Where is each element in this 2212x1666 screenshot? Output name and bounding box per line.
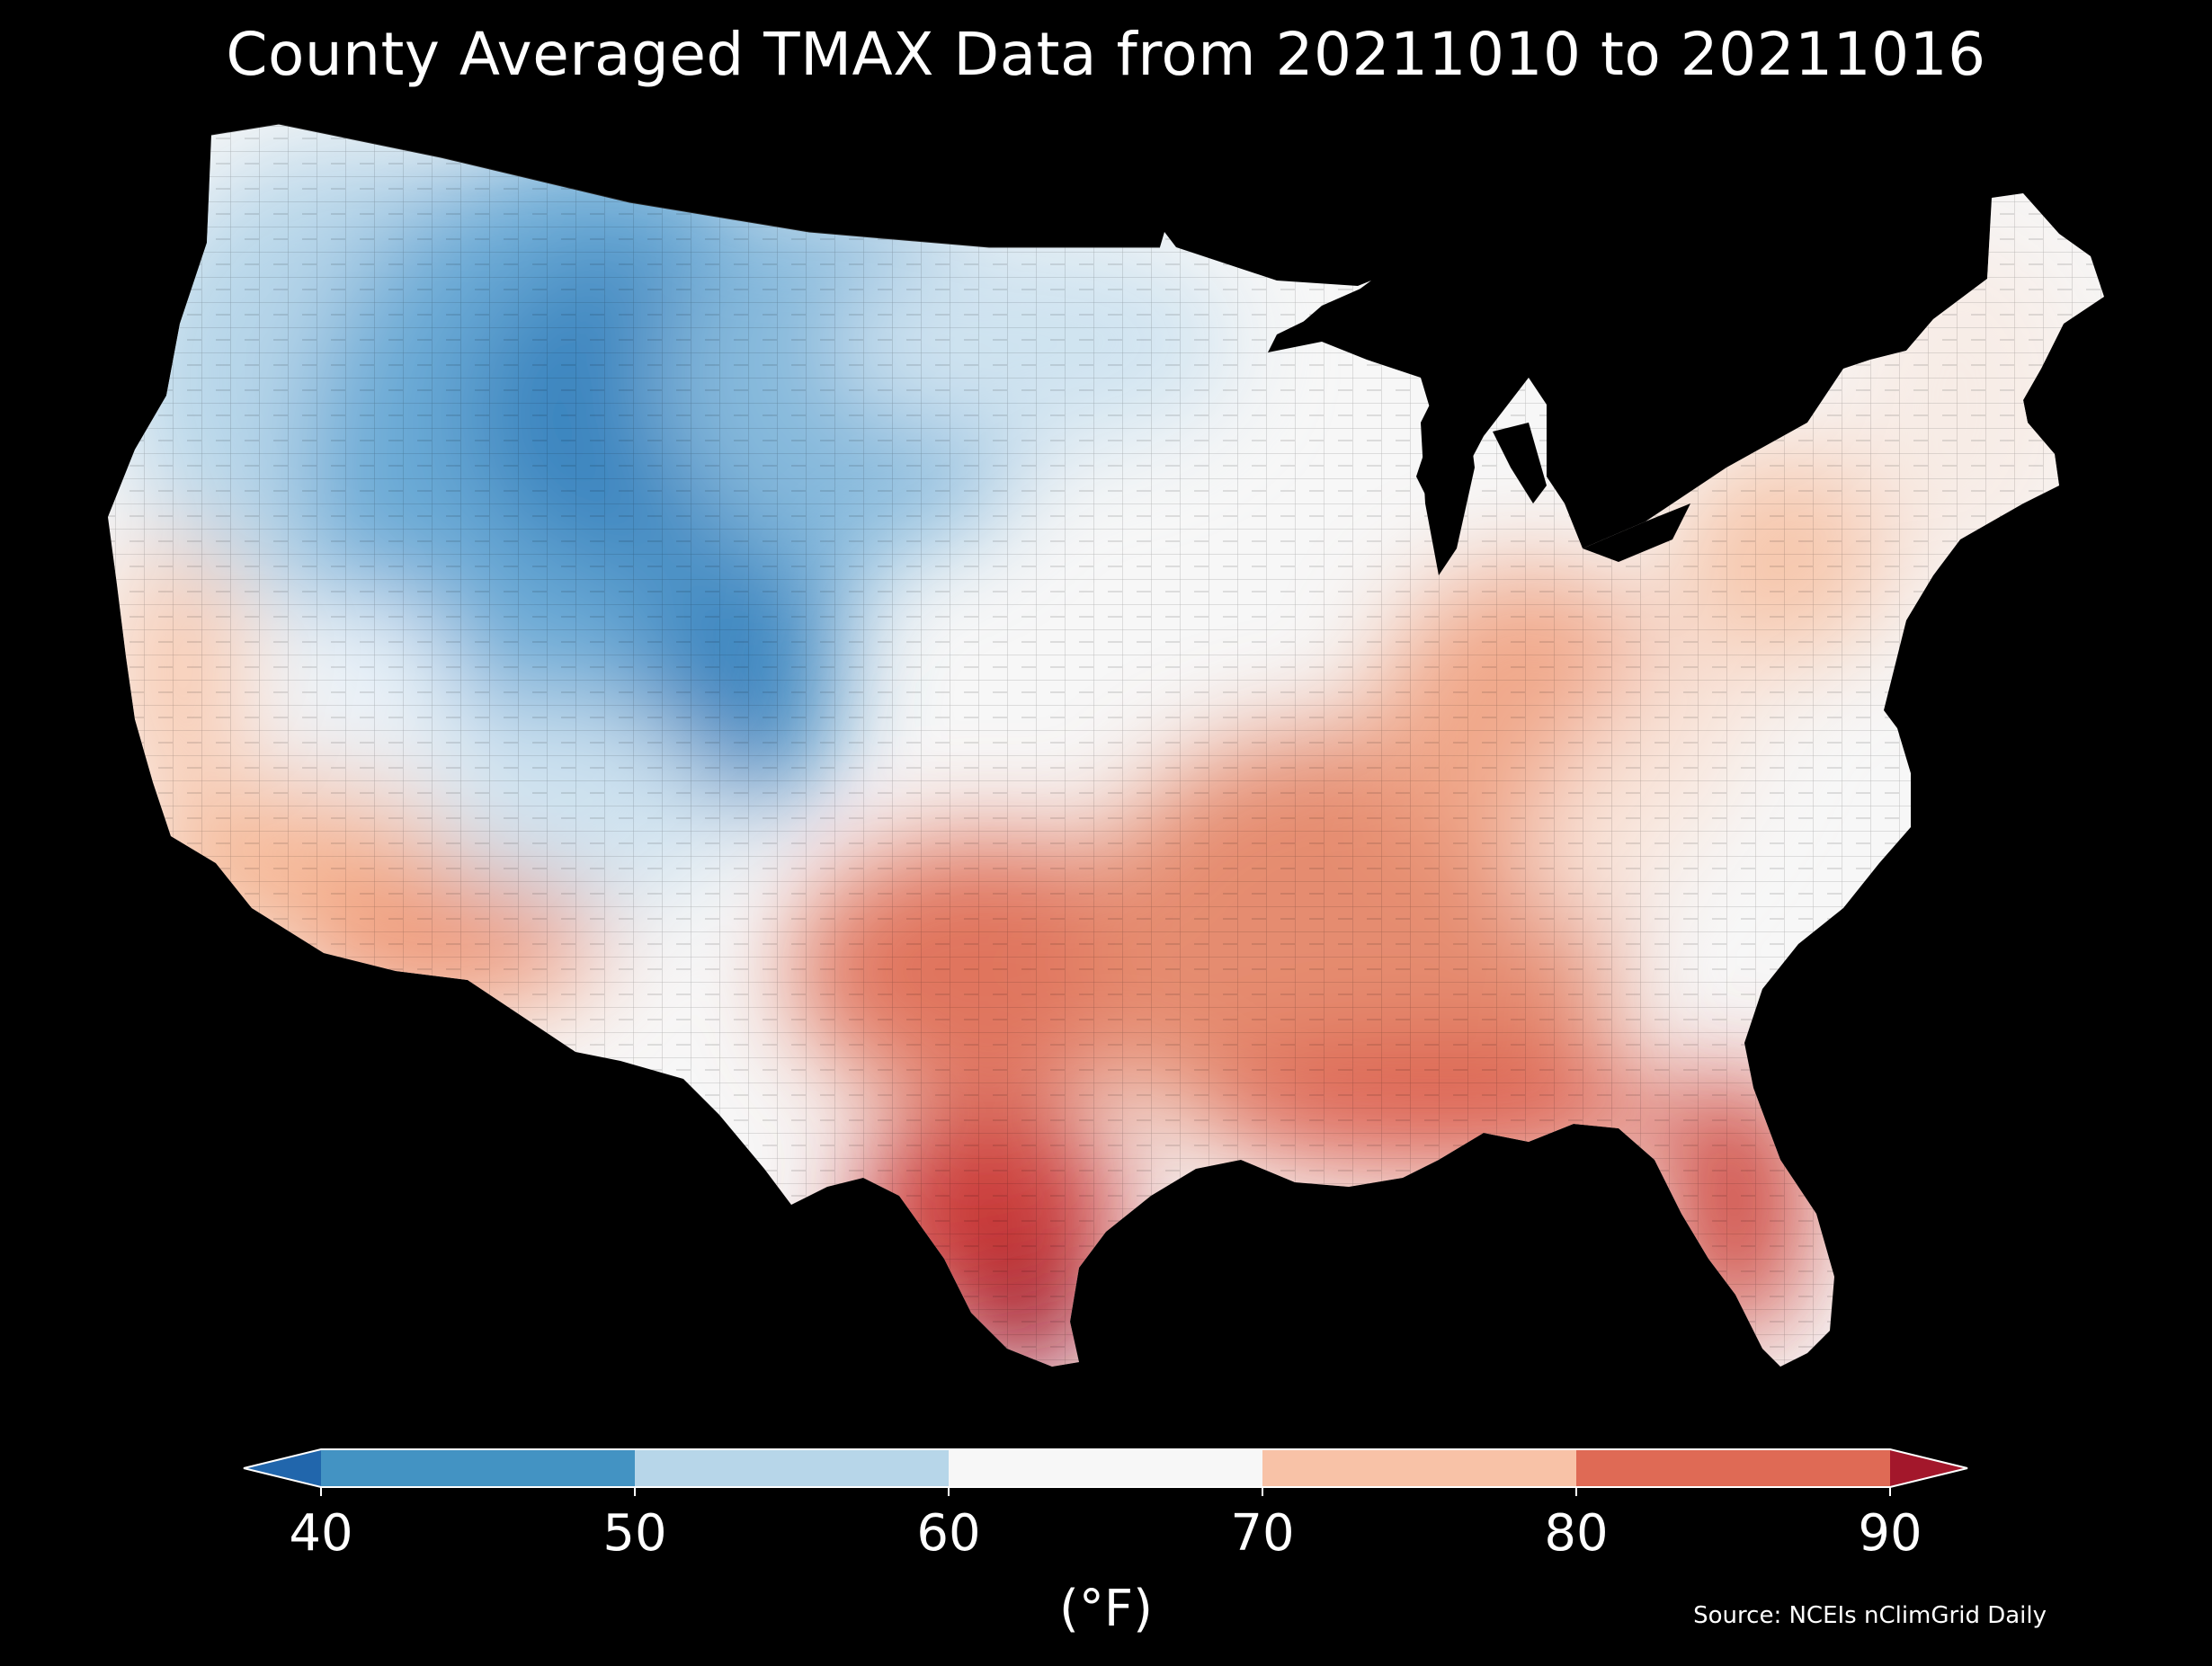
colorbar-segment-50-60 — [635, 1449, 950, 1487]
colorbar-tick-label: 70 — [1230, 1504, 1294, 1563]
us-county-temperature-map — [108, 123, 2104, 1367]
colorbar-tick-label: 40 — [289, 1504, 352, 1563]
colorbar-extend-low — [244, 1449, 321, 1487]
colorbar-segment-80-90 — [1576, 1449, 1891, 1487]
colorbar-segment-70-80 — [1262, 1449, 1577, 1487]
colorbar-tick-label: 50 — [602, 1504, 666, 1563]
colorbar-ticks: 40 50 60 70 80 90 — [289, 1487, 1922, 1563]
colorbar-segments — [243, 1448, 1968, 1488]
colorbar-segment-40-50 — [321, 1449, 636, 1487]
colorbar-tick-label: 60 — [916, 1504, 980, 1563]
colorbar-label: (°F) — [1059, 1580, 1153, 1638]
county-fill-layer — [108, 124, 2104, 1367]
colorbar-tick-label: 80 — [1544, 1504, 1608, 1563]
map-title: County Averaged TMAX Data from 20211010 … — [226, 20, 1986, 89]
colorbar-extend-high — [1890, 1449, 1967, 1487]
colorbar-tick-label: 90 — [1858, 1504, 1922, 1563]
great-lakes — [1268, 286, 1690, 575]
source-credit: Source: NCEIs nClimGrid Daily — [1693, 1602, 2047, 1629]
colorbar-outline — [243, 1448, 1968, 1488]
colorbar-segment-60-70 — [949, 1449, 1263, 1487]
